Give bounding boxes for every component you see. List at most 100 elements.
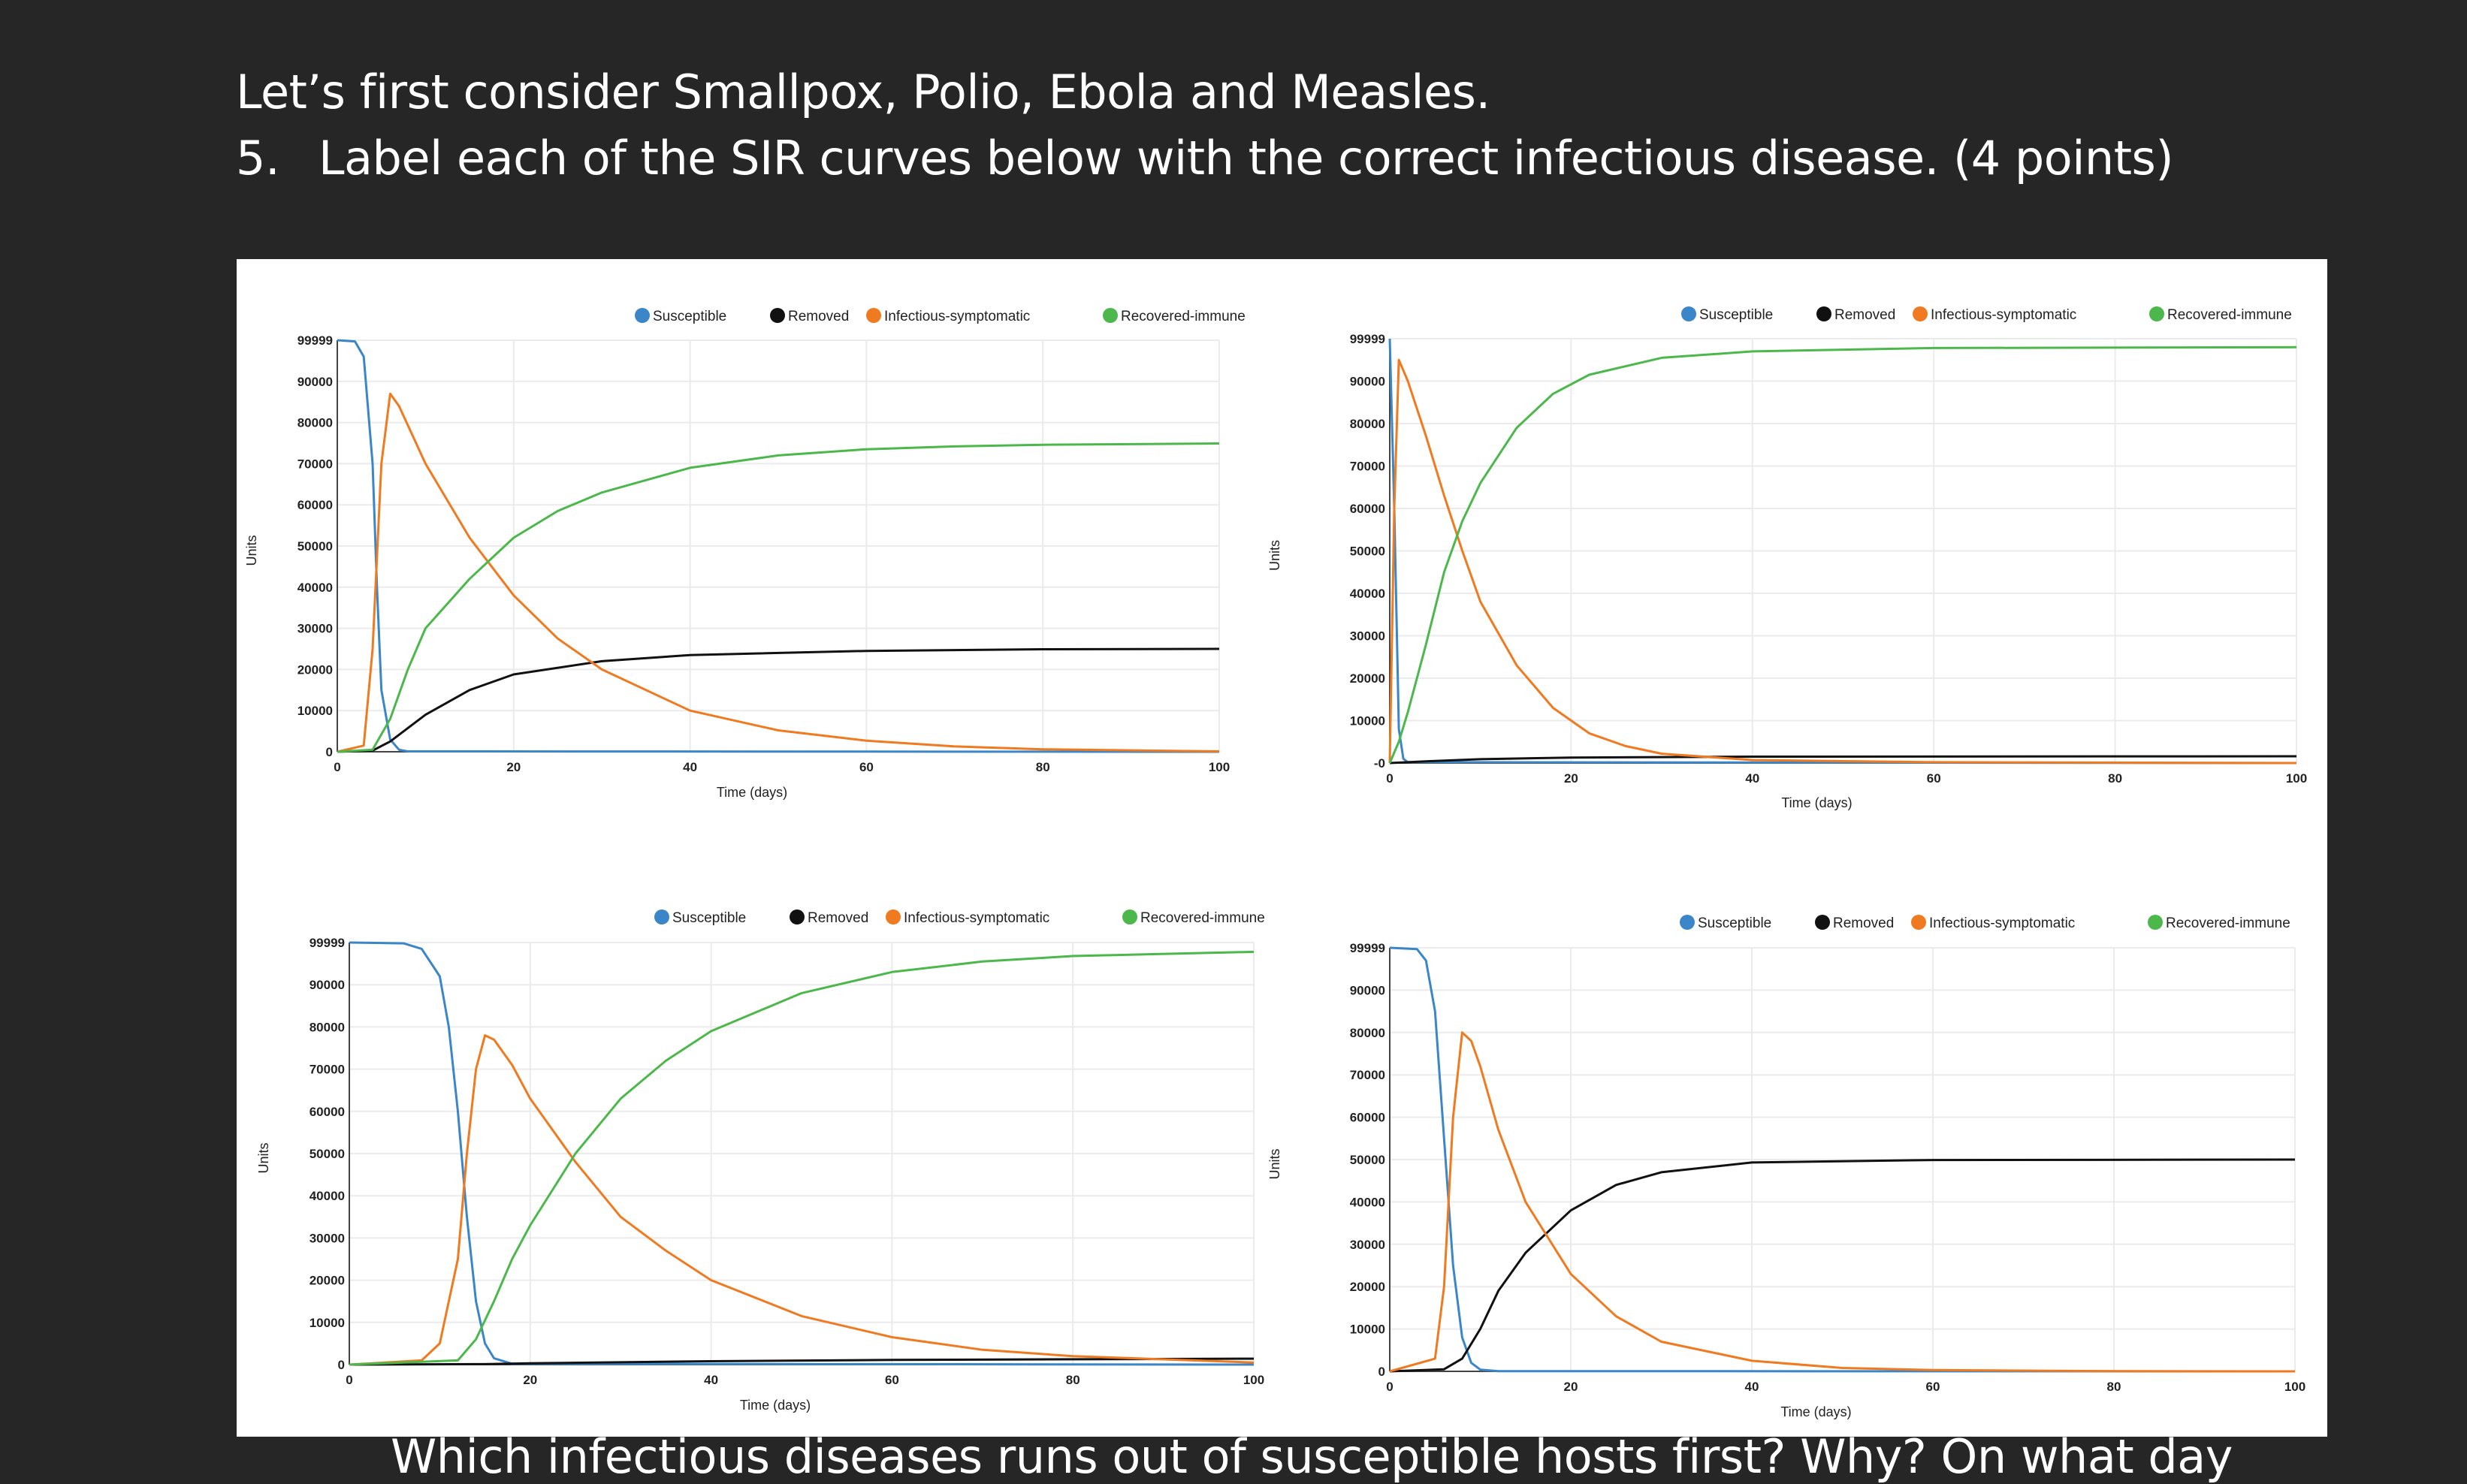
y-tick-label: 10000 — [1350, 713, 1385, 728]
y-tick-label: 40000 — [297, 581, 333, 595]
question-text: Label each of the SIR curves below with … — [319, 131, 2174, 186]
legend-marker-recovered-immune — [1103, 308, 1118, 323]
question-number: 5. — [236, 131, 280, 186]
legend: Susceptible Removed Infectious-symptomatic… — [1681, 306, 2292, 323]
y-tick-label: 80000 — [297, 416, 333, 430]
legend-marker-susceptible — [1680, 915, 1695, 930]
x-tick-label: 0 — [334, 760, 340, 774]
x-tick-label: 80 — [2108, 771, 2122, 786]
legend-label-susceptible: Susceptible — [653, 309, 726, 324]
series-line-susceptible — [349, 941, 1255, 1366]
legend-label-infectious-symptomatic: Infectious-symptomatic — [904, 910, 1049, 926]
x-tick-label: 100 — [2286, 771, 2307, 786]
series-line-recovered-immune — [337, 442, 1220, 753]
x-tick-label: 20 — [523, 1373, 537, 1387]
chart-4: 0 10000 20000 30000 40000 50000 60000 70000 8000… — [1267, 915, 2305, 1419]
y-tick-label: 70000 — [1350, 1068, 1385, 1082]
y-tick-label: 40000 — [1350, 1195, 1385, 1209]
series-line-infectious-symptomatic — [337, 392, 1220, 753]
y-tick-label: 50000 — [1350, 544, 1385, 558]
x-tick-label: 20 — [1564, 1380, 1578, 1394]
y-tick-label: 99999 — [1350, 332, 1385, 346]
legend-marker-susceptible — [1681, 306, 1696, 321]
y-tick-label: 10000 — [310, 1316, 345, 1330]
x-tick-label: 60 — [885, 1373, 899, 1387]
series-line-recovered-immune — [1388, 345, 2297, 764]
x-tick-label: 40 — [1745, 1380, 1759, 1394]
x-axis-label: Time (days) — [1780, 1404, 1851, 1419]
legend-label-removed: Removed — [1833, 915, 1894, 931]
x-tick-label: 0 — [1386, 1380, 1393, 1394]
legend-label-recovered-immune: Recovered-immune — [2166, 915, 2290, 931]
series-line-infectious-symptomatic — [349, 1034, 1255, 1366]
legend-marker-removed — [790, 909, 805, 924]
chart-1: 0 10000 20000 30000 40000 50000 60000 70000 8000… — [244, 308, 1246, 800]
legend-marker-removed — [1816, 306, 1831, 321]
legend-label-infectious-symptomatic: Infectious-symptomatic — [1931, 307, 2076, 323]
y-tick-label: 20000 — [310, 1274, 345, 1288]
y-tick-label: 0 — [1378, 1365, 1385, 1379]
y-tick-label: 70000 — [310, 1063, 345, 1077]
y-tick-label: 30000 — [1350, 1238, 1385, 1252]
legend-marker-infectious-symptomatic — [1911, 915, 1926, 930]
series-line-removed — [1389, 1158, 2296, 1373]
y-tick-label: 90000 — [1350, 374, 1385, 388]
y-tick-label: 30000 — [297, 622, 333, 636]
series-line-infectious-symptomatic — [1389, 1031, 2296, 1373]
legend-label-susceptible: Susceptible — [1698, 915, 1771, 931]
y-axis-label: Units — [256, 1142, 271, 1173]
x-tick-label: 40 — [683, 760, 697, 774]
x-tick-label: 80 — [2107, 1380, 2121, 1394]
legend-marker-infectious-symptomatic — [866, 308, 881, 323]
legend: Susceptible Removed Infectious-symptomatic… — [1680, 915, 2290, 931]
gridlines — [349, 942, 1255, 1365]
x-tick-label: 80 — [1066, 1373, 1080, 1387]
y-tick-label: 90000 — [1350, 983, 1385, 997]
x-tick-label: 100 — [2284, 1380, 2305, 1394]
legend-marker-recovered-immune — [1122, 909, 1137, 924]
legend-label-susceptible: Susceptible — [672, 910, 746, 926]
y-tick-label: 30000 — [1350, 629, 1385, 643]
y-tick-label: 30000 — [310, 1231, 345, 1245]
legend-label-recovered-immune: Recovered-immune — [2167, 307, 2292, 323]
charts-svg: 0100002000030000400005000060000700008000… — [244, 306, 2307, 1419]
x-tick-label: 20 — [506, 760, 521, 774]
x-tick-label: 60 — [859, 760, 874, 774]
series-line-susceptible — [337, 339, 1220, 753]
y-tick-label: 20000 — [1350, 671, 1385, 686]
legend-label-recovered-immune: Recovered-immune — [1140, 910, 1265, 926]
legend-label-infectious-symptomatic: Infectious-symptomatic — [1929, 915, 2075, 931]
x-tick-label: 40 — [704, 1373, 718, 1387]
gridlines — [1389, 338, 2297, 764]
legend: Susceptible Removed Infectious-symptomatic… — [654, 909, 1265, 926]
y-tick-label: 60000 — [297, 498, 333, 512]
x-tick-label: 100 — [1209, 760, 1230, 774]
y-tick-label: 60000 — [1350, 502, 1385, 516]
y-tick-label: 0 — [326, 745, 333, 759]
x-tick-label: 100 — [1243, 1373, 1264, 1387]
y-axis-label: Units — [1267, 1148, 1282, 1179]
y-tick-label: 60000 — [1350, 1111, 1385, 1125]
legend: Susceptible Removed Infectious-symptomatic… — [635, 308, 1246, 324]
series-line-susceptible — [1388, 338, 2297, 765]
x-tick-label: 80 — [1036, 760, 1050, 774]
x-tick-label: 20 — [1564, 771, 1578, 786]
y-tick-label: 10000 — [1350, 1323, 1385, 1337]
y-tick-label: 99999 — [310, 936, 345, 950]
x-axis-label: Time (days) — [1781, 795, 1852, 810]
legend-label-susceptible: Susceptible — [1699, 307, 1773, 323]
series-line-infectious-symptomatic — [1388, 358, 2297, 765]
y-tick-label: 60000 — [310, 1105, 345, 1119]
legend-label-removed: Removed — [1834, 307, 1895, 323]
legend-marker-infectious-symptomatic — [1913, 306, 1928, 321]
x-tick-label: 0 — [1386, 771, 1393, 786]
y-tick-label: 50000 — [310, 1147, 345, 1161]
y-tick-label: 0 — [338, 1358, 345, 1372]
y-tick-label: 40000 — [310, 1189, 345, 1203]
y-tick-label: 80000 — [1350, 1026, 1385, 1040]
slide-heading: Let’s first consider Smallpox, Polio, Eb… — [236, 65, 1490, 119]
y-tick-label: 80000 — [310, 1020, 345, 1034]
y-tick-label: 80000 — [1350, 417, 1385, 431]
series-line-removed — [337, 647, 1220, 753]
x-axis-label: Time (days) — [717, 785, 787, 800]
